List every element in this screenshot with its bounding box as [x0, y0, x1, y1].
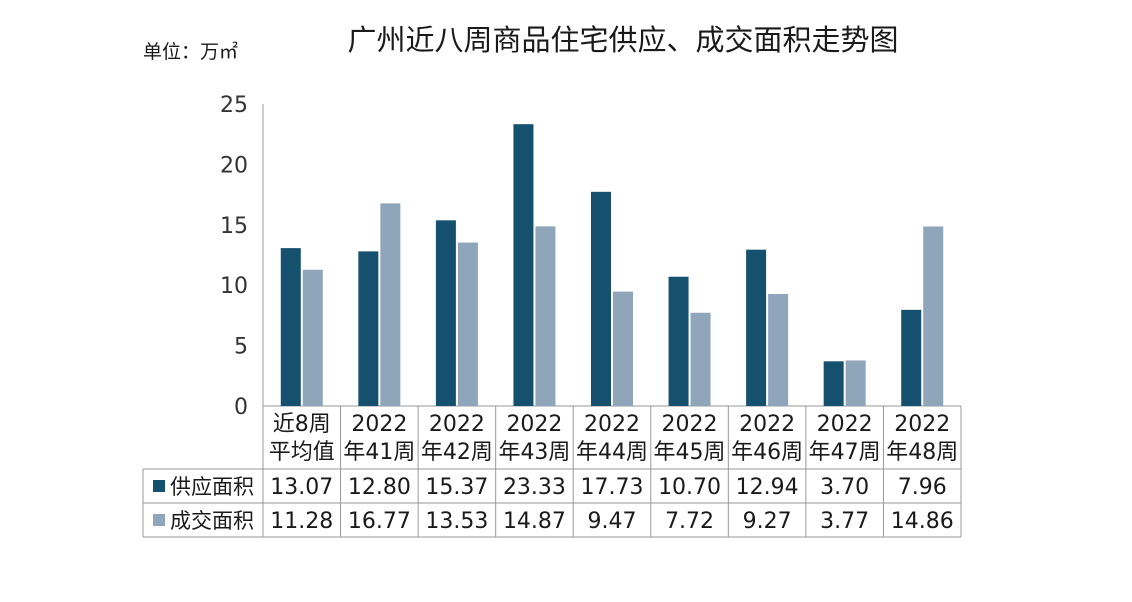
data-label: 12.80 — [348, 475, 411, 500]
bar-supply — [901, 309, 922, 406]
bars-group — [280, 124, 944, 407]
chart-title: 广州近八周商品住宅供应、成交面积走势图 — [347, 23, 898, 57]
category-label: 年43周 — [498, 440, 570, 465]
bar-supply — [358, 251, 379, 406]
data-label: 13.07 — [270, 475, 333, 500]
data-label: 17.73 — [581, 475, 644, 500]
y-tick-label: 25 — [220, 93, 248, 118]
data-label: 9.27 — [743, 509, 792, 534]
data-label: 3.70 — [820, 475, 869, 500]
bar-supply — [746, 249, 767, 406]
bar-supply — [513, 124, 534, 407]
data-label: 14.86 — [891, 509, 954, 534]
bar-deal — [302, 269, 323, 406]
y-tick-label: 20 — [220, 153, 248, 178]
data-label: 10.70 — [658, 475, 721, 500]
bar-deal — [457, 242, 478, 406]
data-label: 23.33 — [503, 475, 566, 500]
bar-supply — [591, 191, 611, 406]
category-label: 年41周 — [343, 440, 415, 465]
y-tick-label: 15 — [220, 214, 248, 239]
legend-swatch — [153, 514, 165, 526]
data-label: 14.87 — [503, 509, 566, 534]
data-label: 16.77 — [348, 509, 411, 534]
y-axis-ticks: 0 5 10 15 20 25 — [220, 93, 961, 537]
category-label: 年48周 — [886, 440, 958, 465]
bar-deal — [690, 312, 711, 406]
category-label: 2022 — [662, 412, 718, 437]
legend-swatch — [153, 480, 165, 492]
bar-deal — [923, 226, 944, 406]
bar-supply — [280, 248, 301, 406]
y-tick-label: 5 — [234, 335, 248, 360]
category-label: 2022 — [506, 412, 562, 437]
unit-label: 单位：万㎡ — [143, 40, 238, 63]
category-label: 年44周 — [576, 440, 648, 465]
category-label: 年42周 — [421, 440, 493, 465]
y-tick-label: 0 — [234, 395, 248, 420]
legend-label: 成交面积 — [170, 509, 254, 533]
bar-deal — [768, 294, 789, 406]
bar-supply — [668, 276, 689, 406]
category-label: 2022 — [351, 412, 407, 437]
data-label: 7.72 — [665, 509, 714, 534]
category-label: 近8周 — [273, 412, 331, 437]
category-label: 2022 — [739, 412, 795, 437]
category-label: 年45周 — [654, 440, 726, 465]
bar-deal — [535, 226, 556, 406]
bar-deal — [845, 360, 866, 406]
bar-supply — [823, 361, 844, 406]
category-label: 2022 — [584, 412, 640, 437]
category-label: 平均值 — [269, 440, 335, 465]
data-label: 7.96 — [898, 475, 947, 500]
category-label: 年47周 — [809, 440, 881, 465]
category-label: 2022 — [429, 412, 485, 437]
data-label: 12.94 — [736, 475, 799, 500]
data-label: 11.28 — [270, 509, 333, 534]
bar-deal — [380, 203, 401, 406]
category-label: 年46周 — [731, 440, 803, 465]
y-tick-label: 10 — [220, 274, 248, 299]
data-label: 9.47 — [588, 509, 637, 534]
category-label: 2022 — [817, 412, 873, 437]
data-label: 3.77 — [820, 509, 869, 534]
category-label: 2022 — [894, 412, 950, 437]
data-label: 15.37 — [425, 475, 488, 500]
bar-deal — [613, 291, 633, 406]
data-label: 13.53 — [425, 509, 488, 534]
legend-label: 供应面积 — [170, 475, 254, 499]
bar-supply — [435, 220, 456, 406]
